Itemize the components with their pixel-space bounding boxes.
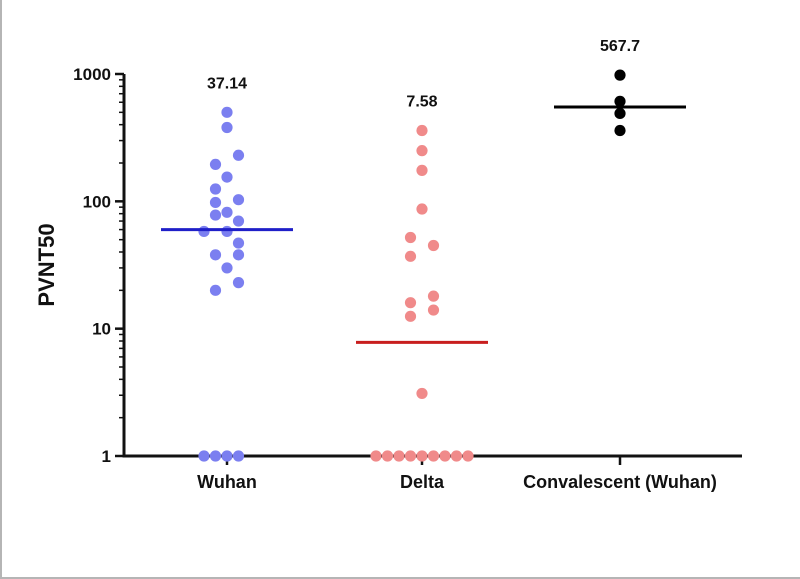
data-point <box>209 284 222 296</box>
data-point <box>416 145 428 157</box>
data-point <box>209 249 222 261</box>
data-point <box>221 171 233 183</box>
data-point <box>209 196 222 209</box>
data-point <box>427 304 440 316</box>
data-point <box>393 450 405 462</box>
data-point <box>221 206 233 218</box>
data-point <box>404 231 417 244</box>
data-point <box>232 237 245 249</box>
data-point <box>427 450 440 462</box>
data-point <box>221 106 233 118</box>
group-convalescent-wuhan: Convalescent (Wuhan) 567.7 <box>523 38 717 492</box>
data-point <box>416 124 428 137</box>
data-point <box>221 225 233 238</box>
data-point <box>404 297 417 309</box>
x-tick-label: Convalescent (Wuhan) <box>523 472 717 492</box>
data-point <box>198 450 210 462</box>
data-point <box>232 149 245 161</box>
y-tick-label: 1 <box>102 447 111 466</box>
data-point <box>404 250 417 262</box>
axes <box>122 74 742 458</box>
data-point <box>198 225 210 238</box>
y-ticks: 1 10 100 1000 <box>73 65 124 466</box>
data-point <box>450 450 463 462</box>
y-tick-label: 1000 <box>73 65 111 84</box>
x-tick-label: Wuhan <box>197 472 257 492</box>
data-point <box>209 158 222 171</box>
data-point <box>439 450 451 462</box>
data-point <box>404 310 417 322</box>
group-wuhan: Wuhan 37.14 <box>161 75 293 492</box>
data-point <box>416 164 428 176</box>
data-point <box>416 450 428 462</box>
data-point <box>232 215 245 227</box>
y-tick-label: 10 <box>92 320 111 339</box>
data-point <box>462 450 474 462</box>
median-value-label: 7.58 <box>406 93 437 110</box>
data-point <box>427 239 440 252</box>
data-point <box>209 209 222 221</box>
data-point <box>370 450 382 462</box>
data-point <box>232 277 245 289</box>
y-tick-label: 100 <box>83 192 111 211</box>
data-point <box>209 450 222 462</box>
data-point <box>416 203 428 215</box>
median-value-label: 567.7 <box>600 38 640 55</box>
data-point <box>232 194 245 206</box>
x-tick-label: Delta <box>400 472 445 492</box>
data-point <box>614 69 626 81</box>
data-point <box>232 249 245 261</box>
median-value-label: 37.14 <box>207 75 247 92</box>
data-point <box>614 124 626 137</box>
data-point <box>232 450 245 462</box>
data-point <box>381 450 394 462</box>
y-axis-label: PVNT50 <box>34 223 59 306</box>
data-point <box>614 107 626 120</box>
data-groups: Wuhan 37.14 Delta 7.58 Convalescent (Wuhan) 5… <box>161 38 717 492</box>
data-point <box>416 387 428 400</box>
data-point <box>427 290 440 302</box>
data-point <box>221 450 233 462</box>
data-point <box>404 450 417 462</box>
data-point <box>221 262 233 274</box>
data-point <box>209 183 222 195</box>
data-point <box>221 121 233 134</box>
data-point <box>614 95 626 107</box>
group-delta: Delta 7.58 <box>356 93 488 492</box>
